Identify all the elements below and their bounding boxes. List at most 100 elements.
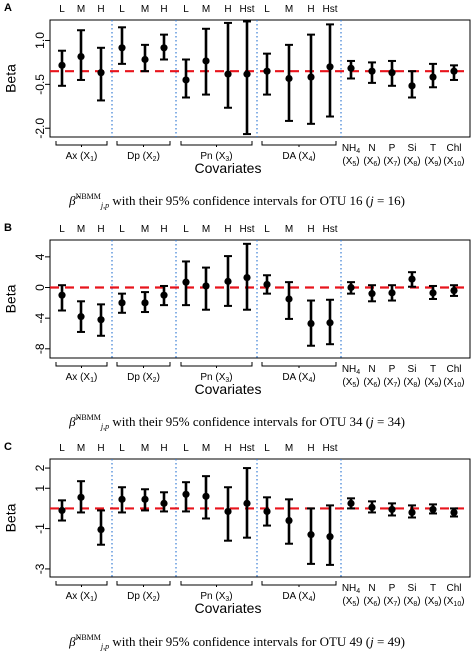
point-estimate	[450, 286, 458, 295]
point-estimate	[408, 508, 416, 517]
point-estimate	[450, 508, 458, 517]
point-estimate	[97, 525, 105, 534]
env-label: P	[389, 143, 396, 154]
level-label: L	[119, 4, 125, 15]
group-label: Ax (X1)	[66, 591, 98, 603]
level-label: L	[59, 224, 65, 235]
env-label: P	[389, 583, 396, 594]
group-label: Pn (X3)	[200, 591, 232, 603]
level-label: M	[141, 4, 149, 15]
level-label: H	[224, 224, 231, 235]
level-label: H	[97, 4, 104, 15]
env-label: NH4	[342, 364, 360, 376]
env-sublabel: (X10)	[443, 596, 464, 608]
x-axis-label: Covariates	[195, 381, 262, 397]
point-estimate	[97, 69, 105, 77]
y-tick-label: 1	[33, 485, 47, 492]
env-label: Si	[408, 143, 417, 154]
point-estimate	[224, 70, 232, 78]
level-label: H	[160, 224, 167, 235]
level-label: M	[285, 443, 293, 454]
env-label: T	[430, 583, 436, 594]
group-brace	[261, 141, 337, 147]
plot-frame	[49, 458, 471, 578]
caption-symbol: β̂	[69, 634, 76, 649]
caption-text: with their 95% confidence intervals for …	[109, 193, 371, 208]
point-estimate	[58, 61, 66, 69]
point-estimate	[285, 516, 293, 525]
point-estimate	[285, 74, 293, 83]
level-label: M	[285, 4, 293, 15]
point-estimate	[77, 313, 85, 321]
plot-frame	[49, 19, 471, 138]
env-label: N	[368, 583, 375, 594]
point-estimate	[77, 52, 85, 61]
caption-c: β̂NBMMj,p with their 95% confidence inte…	[0, 633, 474, 651]
caption-j: j	[370, 414, 374, 429]
env-label: Chl	[446, 583, 461, 594]
y-tick-label: -3	[33, 563, 47, 574]
group-label: Ax (X1)	[66, 372, 98, 384]
point-estimate	[326, 63, 334, 71]
level-label: M	[285, 224, 293, 235]
level-label: L	[59, 4, 65, 15]
env-label: P	[389, 364, 396, 375]
caption-subscript: j,p	[100, 642, 110, 651]
env-sublabel: (X8)	[403, 377, 420, 389]
env-label: Chl	[446, 143, 461, 154]
level-label: L	[183, 224, 189, 235]
point-estimate	[388, 69, 396, 77]
y-axis-label: Beta	[3, 64, 19, 93]
group-brace	[116, 141, 171, 147]
y-axis-label: Beta	[3, 503, 19, 532]
group-brace	[180, 141, 253, 147]
point-estimate	[243, 273, 251, 282]
env-sublabel: (X6)	[363, 377, 380, 389]
point-estimate	[160, 499, 168, 507]
point-estimate	[202, 492, 210, 500]
point-estimate	[388, 505, 396, 514]
level-label: Hst	[240, 224, 255, 235]
group-label: Dp (X2)	[127, 591, 160, 603]
level-label: M	[202, 4, 210, 15]
group-brace	[261, 581, 337, 587]
level-label: L	[264, 443, 270, 454]
group-label: Pn (X3)	[200, 372, 232, 384]
point-estimate	[118, 44, 126, 52]
caption-symbol: β̂	[69, 193, 76, 208]
plot-frame	[49, 239, 471, 359]
level-label: M	[77, 4, 85, 15]
point-estimate	[368, 67, 376, 75]
caption-subscript: j,p	[100, 201, 110, 210]
env-sublabel: (X6)	[363, 156, 380, 168]
level-label: L	[183, 443, 189, 454]
level-label: H	[97, 443, 104, 454]
point-estimate	[118, 299, 126, 307]
point-estimate	[307, 319, 315, 328]
point-estimate	[429, 73, 437, 81]
caption-a: β̂NBMMj,p with their 95% confidence inte…	[0, 192, 474, 210]
level-label: Hst	[240, 4, 255, 15]
level-label: H	[224, 443, 231, 454]
env-sublabel: (X7)	[383, 596, 400, 608]
caption-j: j	[370, 634, 374, 649]
point-estimate	[58, 291, 66, 299]
x-axis-label: Covariates	[195, 160, 262, 176]
point-estimate	[141, 299, 149, 307]
level-label: L	[183, 4, 189, 15]
point-estimate	[224, 507, 232, 516]
group-label: DA (X4)	[282, 591, 315, 603]
y-tick-label: -8	[33, 343, 47, 354]
y-tick-label: -1	[33, 523, 47, 534]
env-sublabel: (X5)	[342, 596, 359, 608]
point-estimate	[160, 291, 168, 299]
caption-eq: = 34)	[373, 414, 405, 429]
level-label: L	[119, 443, 125, 454]
env-sublabel: (X8)	[403, 596, 420, 608]
point-estimate	[307, 73, 315, 81]
point-estimate	[388, 289, 396, 297]
group-label: Ax (X1)	[66, 151, 98, 163]
